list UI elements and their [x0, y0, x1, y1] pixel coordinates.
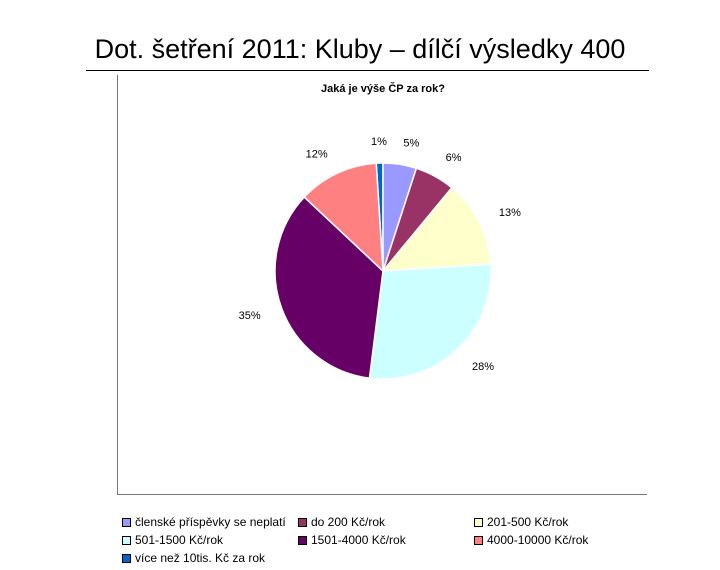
legend-label: více než 10tis. Kč za rok [135, 551, 266, 565]
legend-swatch [122, 535, 131, 545]
legend-item: více než 10tis. Kč za rok [122, 551, 265, 565]
data-label: 1% [371, 136, 387, 148]
legend-label: 501-1500 Kč/rok [135, 533, 224, 547]
chart-frame: Jaká je výše ČP za rok? 1% 5% 6% 13% 28% 35% 1… [117, 75, 647, 565]
legend-item: 201-500 Kč/rok [474, 515, 568, 529]
legend-swatch [474, 535, 483, 545]
legend-label: do 200 Kč/rok [311, 515, 386, 529]
legend-item: do 200 Kč/rok [298, 515, 385, 529]
legend-label: 4000-10000 Kč/rok [487, 533, 589, 547]
data-label: 13% [499, 207, 521, 219]
pie-slice [368, 263, 492, 380]
legend-swatch [474, 517, 483, 527]
legend-label: 201-500 Kč/rok [487, 515, 569, 529]
chart-title: Jaká je výše ČP za rok? [321, 83, 445, 95]
data-label: 28% [472, 361, 494, 373]
legend-swatch [298, 517, 307, 527]
data-label: 6% [446, 152, 462, 164]
data-label: 5% [403, 138, 419, 150]
legend-label: členské příspěvky se neplatí [135, 515, 286, 529]
title-underline [86, 70, 649, 71]
legend-label: 1501-4000 Kč/rok [311, 533, 406, 547]
pie-chart: 1% 5% 6% 13% 28% 35% 12% [239, 136, 521, 380]
legend-item: 4000-10000 Kč/rok [474, 533, 588, 547]
data-label: 35% [239, 310, 261, 322]
legend-item: 501-1500 Kč/rok [122, 533, 223, 547]
legend-item: 1501-4000 Kč/rok [298, 533, 406, 547]
data-label: 12% [306, 148, 328, 160]
chart-legend: členské příspěvky se neplatí do 200 Kč/ro… [118, 515, 648, 570]
legend-swatch [122, 553, 131, 563]
pie-slice [274, 196, 384, 379]
legend-swatch [298, 535, 307, 545]
legend-item: členské příspěvky se neplatí [122, 515, 286, 529]
pie-slice [303, 162, 384, 273]
slide-title: Dot. šetření 2011: Kluby – dílčí výsledk… [94, 34, 626, 64]
pie-slice [381, 186, 492, 272]
legend-swatch [122, 517, 131, 527]
